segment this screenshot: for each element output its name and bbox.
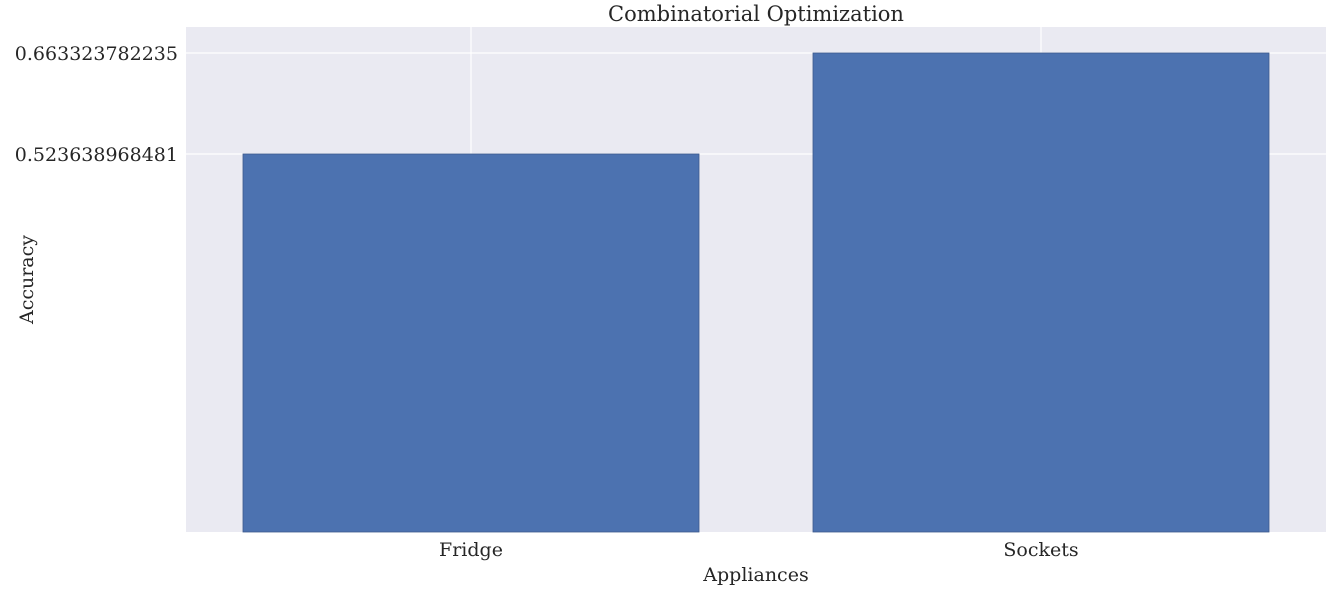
y-tick-label: 0.523638968481 [15, 144, 178, 166]
y-tick-label: 0.663323782235 [15, 43, 178, 65]
bars [242, 52, 1270, 533]
y-axis-label: Accuracy [16, 235, 38, 325]
x-axis-ticks: Fridge Sockets [439, 539, 1079, 561]
bar-sockets [812, 52, 1270, 533]
x-tick-label: Fridge [439, 539, 503, 561]
bar-fridge [242, 153, 700, 533]
x-tick-label: Sockets [1003, 539, 1078, 561]
y-axis-ticks: 0.523638968481 0.663323782235 [15, 43, 178, 166]
chart-title: Combinatorial Optimization [608, 2, 904, 26]
x-axis-label: Appliances [702, 564, 808, 586]
